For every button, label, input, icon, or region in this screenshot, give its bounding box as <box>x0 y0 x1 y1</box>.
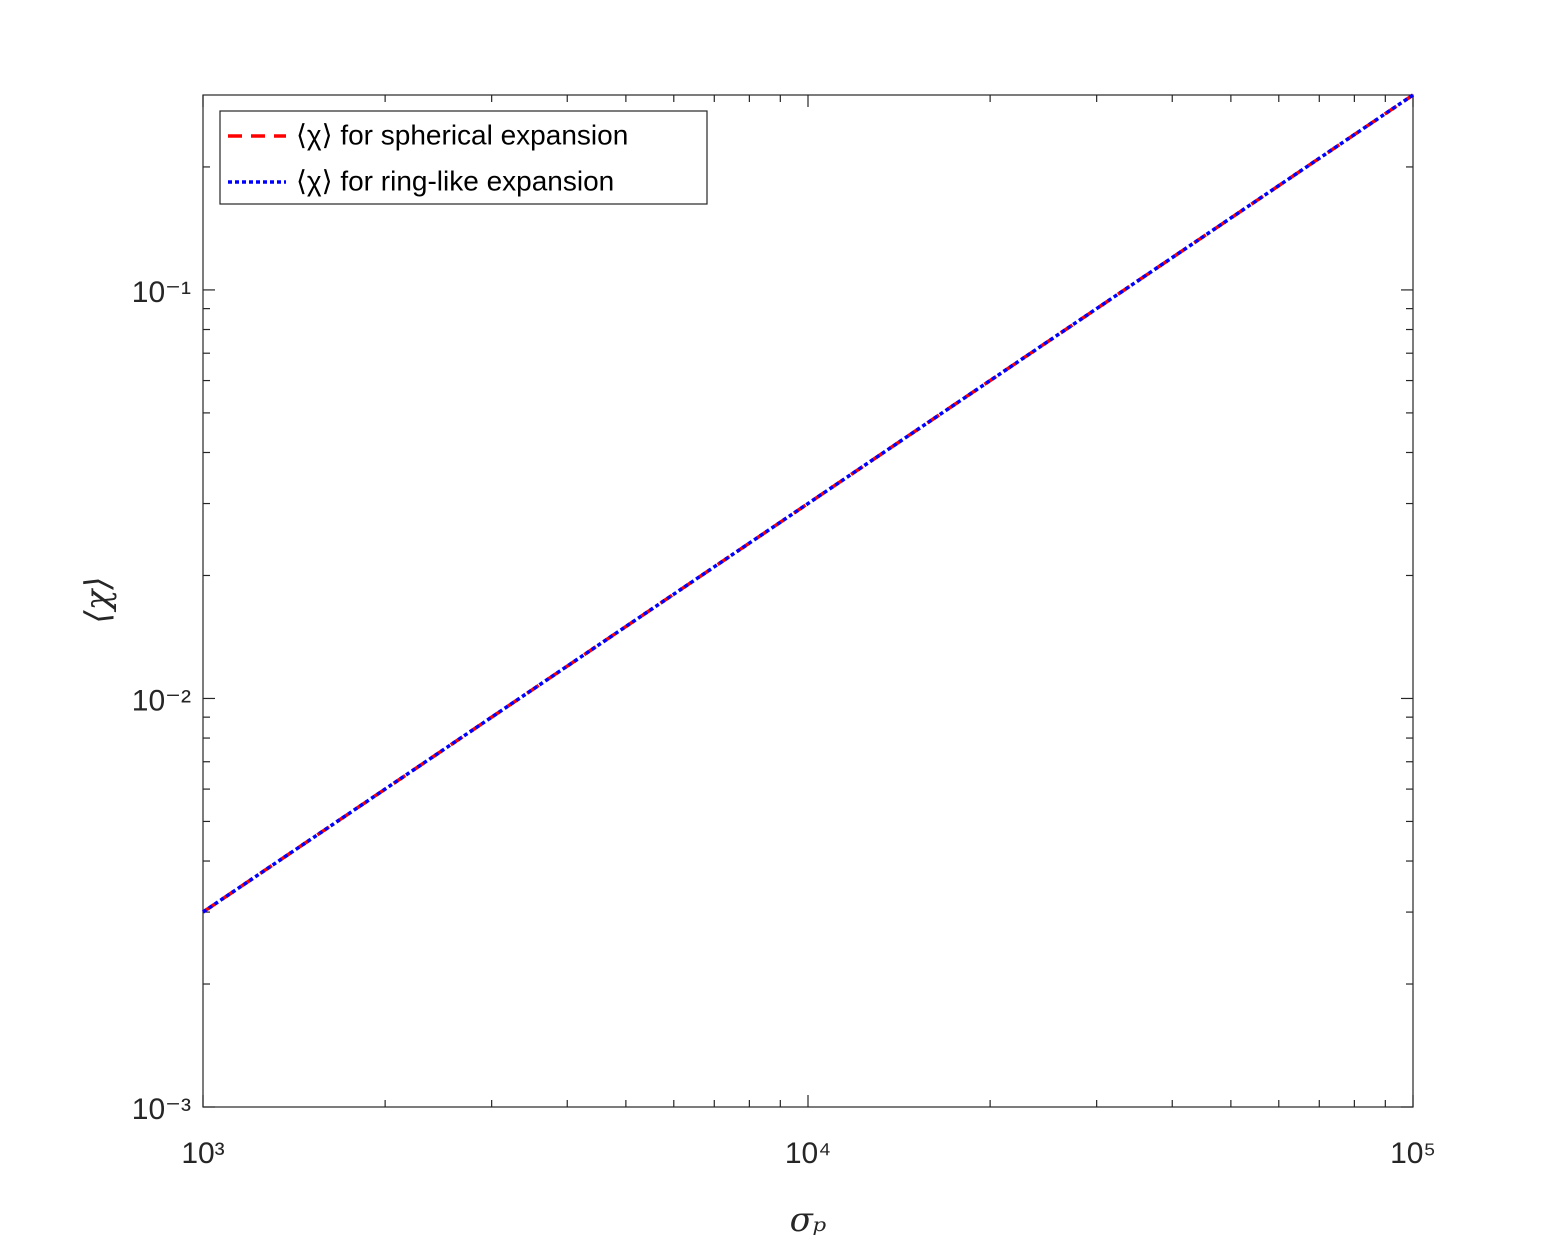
legend-label: ⟨χ⟩ for spherical expansion <box>296 119 628 150</box>
y-tick-label: 10⁻³ <box>132 1093 191 1126</box>
x-axis-label: σₚ <box>790 1200 827 1240</box>
legend-box <box>219 110 708 205</box>
legend-label: ⟨χ⟩ for ring-like expansion <box>296 165 614 196</box>
y-axis-label: ⟨χ⟩ <box>78 576 118 623</box>
y-tick-label: 10⁻¹ <box>132 276 191 309</box>
y-tick-label: 10⁻² <box>132 684 191 717</box>
plot-frame <box>202 94 1414 1108</box>
series-line <box>202 93 1414 914</box>
x-tick-label: 10⁵ <box>1390 1137 1436 1170</box>
x-tick-label: 10⁴ <box>785 1137 831 1170</box>
x-tick-label: 10³ <box>181 1137 224 1170</box>
